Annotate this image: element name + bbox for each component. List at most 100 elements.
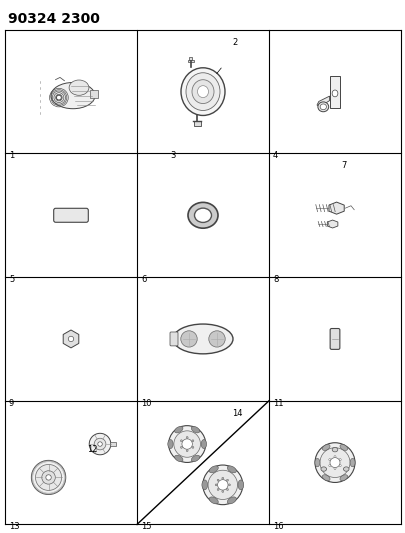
Ellipse shape [333, 467, 335, 470]
Ellipse shape [89, 433, 111, 455]
Bar [90, 90, 98, 98]
Ellipse shape [180, 331, 197, 347]
Ellipse shape [192, 80, 213, 103]
Ellipse shape [167, 440, 173, 449]
Ellipse shape [185, 72, 220, 110]
Ellipse shape [227, 466, 236, 473]
Ellipse shape [217, 489, 219, 490]
Ellipse shape [209, 497, 218, 504]
Ellipse shape [221, 490, 223, 492]
Ellipse shape [168, 426, 205, 463]
FancyBboxPatch shape [53, 208, 88, 222]
Bar [188, 60, 194, 62]
Ellipse shape [349, 458, 354, 467]
Ellipse shape [328, 458, 330, 461]
Ellipse shape [31, 461, 66, 495]
Text: 1: 1 [9, 151, 14, 160]
Bar [329, 76, 339, 108]
Ellipse shape [201, 440, 206, 449]
Ellipse shape [194, 208, 211, 222]
Ellipse shape [197, 86, 208, 98]
Ellipse shape [228, 484, 230, 486]
Ellipse shape [192, 447, 194, 448]
Ellipse shape [226, 489, 228, 490]
Ellipse shape [320, 104, 326, 110]
Ellipse shape [94, 438, 106, 450]
Bar [194, 122, 200, 126]
Ellipse shape [328, 465, 330, 466]
Ellipse shape [221, 478, 223, 479]
Ellipse shape [173, 431, 200, 457]
Ellipse shape [209, 466, 218, 473]
Text: 13: 13 [9, 522, 19, 531]
Text: 4: 4 [272, 151, 277, 160]
Ellipse shape [46, 475, 51, 480]
Text: 16: 16 [272, 522, 283, 531]
Ellipse shape [51, 83, 95, 109]
Ellipse shape [181, 439, 192, 449]
Ellipse shape [191, 426, 199, 433]
Ellipse shape [56, 95, 61, 100]
Ellipse shape [331, 448, 337, 452]
Ellipse shape [317, 102, 328, 112]
Polygon shape [63, 330, 79, 348]
Ellipse shape [314, 458, 319, 467]
Ellipse shape [186, 450, 188, 451]
Ellipse shape [338, 458, 340, 461]
Text: 90324 2300: 90324 2300 [8, 12, 100, 26]
Ellipse shape [42, 471, 55, 484]
Text: 5: 5 [9, 275, 14, 284]
Text: 3: 3 [170, 151, 175, 160]
Ellipse shape [320, 467, 326, 471]
Text: 12: 12 [87, 445, 97, 454]
Ellipse shape [180, 440, 182, 442]
Ellipse shape [339, 475, 347, 481]
Ellipse shape [322, 445, 329, 450]
Ellipse shape [329, 458, 339, 467]
Ellipse shape [181, 68, 224, 116]
Text: 11: 11 [272, 399, 283, 408]
Ellipse shape [226, 479, 228, 481]
Ellipse shape [319, 448, 349, 478]
Ellipse shape [174, 426, 183, 433]
Polygon shape [328, 202, 343, 214]
Ellipse shape [180, 447, 182, 448]
Text: 2: 2 [232, 38, 237, 47]
Ellipse shape [322, 475, 329, 481]
Ellipse shape [338, 465, 340, 466]
Ellipse shape [186, 437, 188, 438]
Ellipse shape [192, 440, 194, 442]
Ellipse shape [339, 445, 347, 450]
Text: 15: 15 [141, 522, 151, 531]
Ellipse shape [227, 497, 236, 504]
Polygon shape [316, 96, 329, 107]
Polygon shape [326, 220, 337, 228]
Ellipse shape [331, 90, 337, 97]
Ellipse shape [35, 464, 62, 490]
Ellipse shape [98, 442, 102, 446]
Ellipse shape [207, 470, 237, 499]
Text: 7: 7 [341, 161, 346, 171]
Text: 8: 8 [272, 275, 278, 284]
FancyBboxPatch shape [329, 328, 339, 349]
Ellipse shape [191, 455, 199, 462]
Ellipse shape [314, 443, 354, 482]
Ellipse shape [69, 80, 89, 95]
Ellipse shape [208, 331, 225, 347]
FancyBboxPatch shape [170, 332, 177, 346]
Text: 6: 6 [141, 275, 146, 284]
Ellipse shape [215, 484, 217, 486]
Ellipse shape [237, 480, 243, 490]
Ellipse shape [174, 455, 183, 462]
Ellipse shape [343, 467, 348, 471]
Bar [110, 442, 116, 446]
Ellipse shape [68, 336, 74, 342]
Ellipse shape [217, 479, 219, 481]
Ellipse shape [333, 456, 335, 458]
Text: 10: 10 [141, 399, 151, 408]
Text: 14: 14 [232, 409, 242, 418]
Ellipse shape [201, 480, 207, 490]
Ellipse shape [173, 324, 232, 354]
Ellipse shape [202, 465, 242, 505]
Ellipse shape [188, 203, 217, 228]
